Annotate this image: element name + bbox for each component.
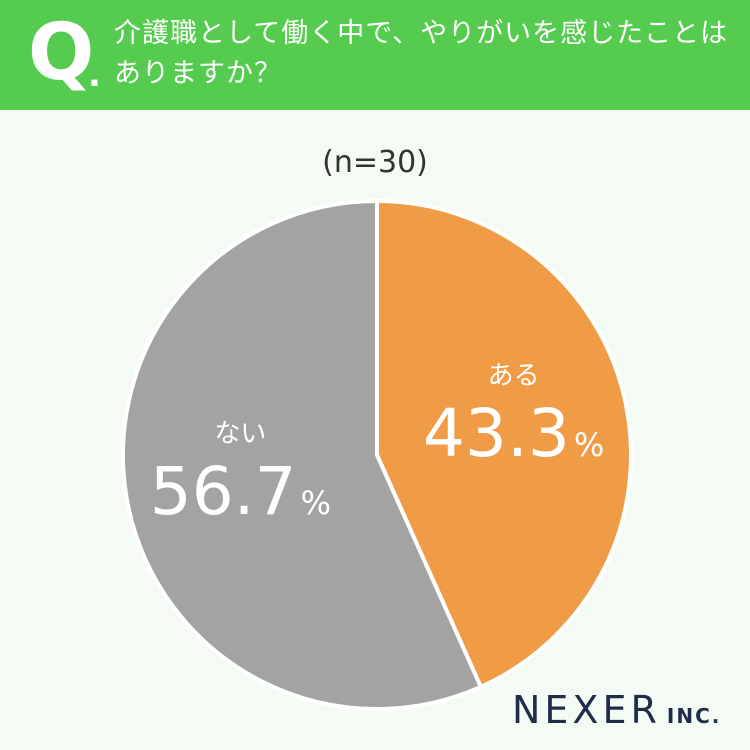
- sample-size-label: (n=30): [322, 145, 428, 180]
- pie-slice-nai: [121, 199, 483, 711]
- logo-sub-text: INC.: [666, 704, 722, 728]
- question-text: 介護職として働く中で、やりがいを感じたことはありますか？: [114, 18, 729, 89]
- slice-label-nai: ない: [214, 419, 266, 449]
- slice-value-nai: 56.7%: [150, 453, 331, 530]
- slice-label-aru: ある: [488, 361, 540, 391]
- slice-value-aru: 43.3%: [423, 395, 604, 472]
- logo-main-text: NEXER: [512, 688, 661, 732]
- question-mark-letter: Q: [28, 8, 95, 98]
- question-mark-dot: .: [88, 55, 101, 95]
- company-logo: NEXER INC.: [512, 688, 721, 732]
- header-banner: Q . 介護職として働く中で、やりがいを感じたことはありますか？: [0, 0, 750, 110]
- pie-slice-aru: [375, 199, 633, 689]
